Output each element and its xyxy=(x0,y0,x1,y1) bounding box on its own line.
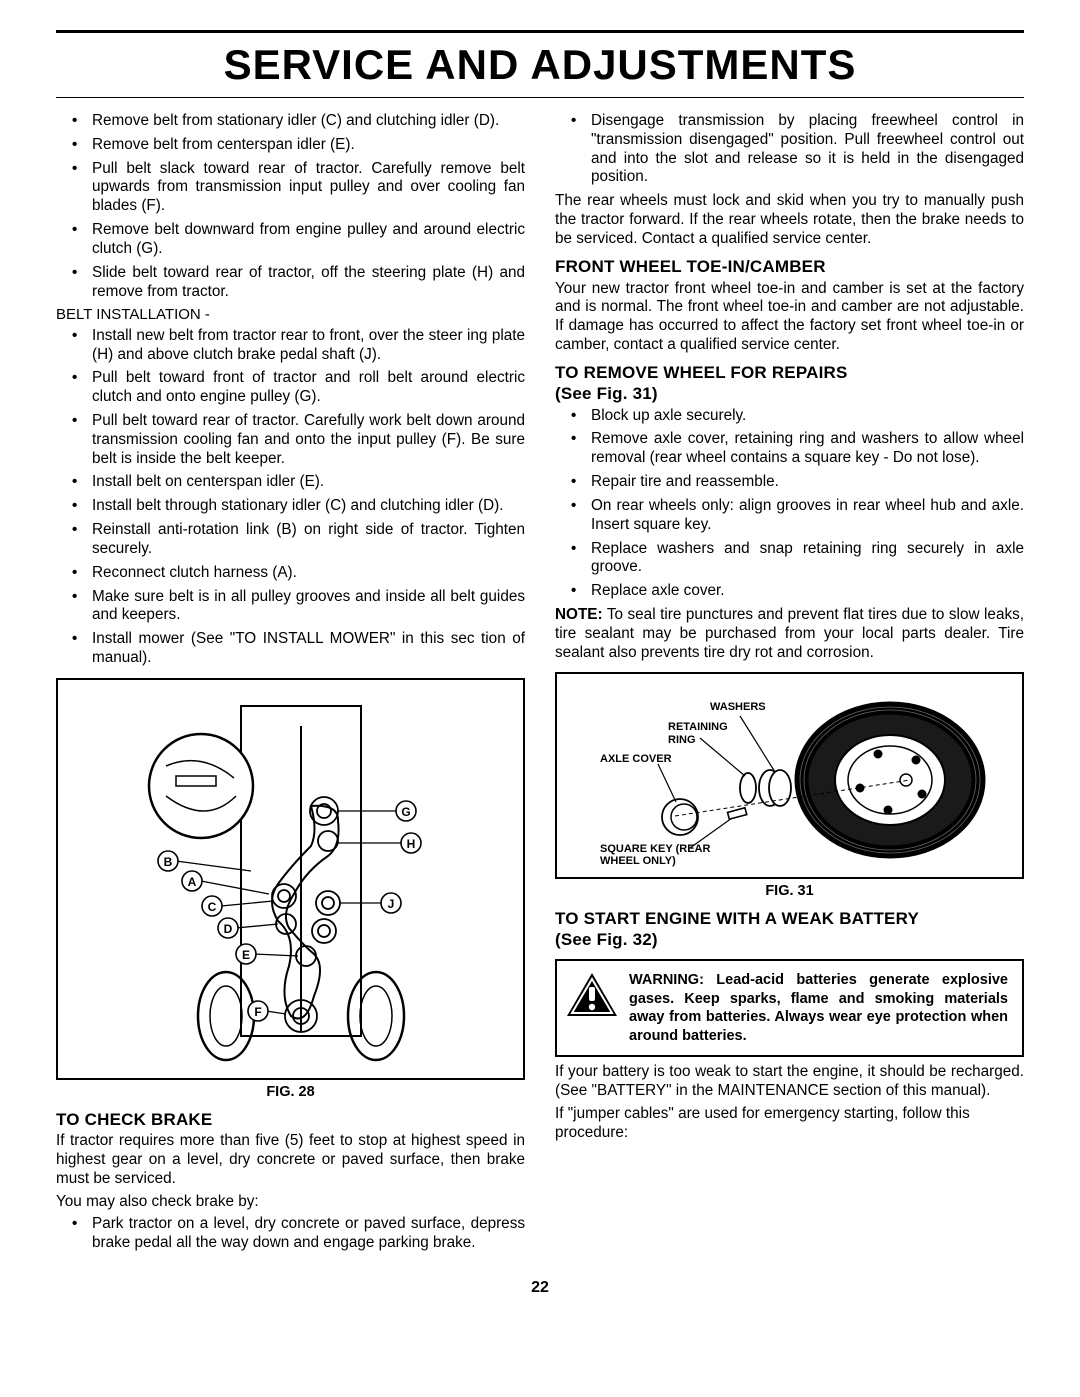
list-item: Park tractor on a level, dry concrete or… xyxy=(56,1215,525,1253)
warning-text: WARNING: Lead-acid batteries generate ex… xyxy=(627,961,1022,1055)
list-item: Block up axle securely. xyxy=(555,407,1024,426)
fig28-label-h: H xyxy=(406,837,415,851)
fig31-label-retaining: RETAINING xyxy=(668,721,728,733)
left-column: Remove belt from stationary idler (C) an… xyxy=(56,112,525,1257)
remove-wheel-list: Block up axle securely. Remove axle cove… xyxy=(555,407,1024,601)
figure-31-box: WASHERS RETAINING RING AXLE COVER SQUARE… xyxy=(555,672,1024,879)
list-item: Replace washers and snap retaining ring … xyxy=(555,540,1024,578)
fig28-label-j: J xyxy=(387,897,394,911)
battery-p2: If "jumper cables" are used for emergenc… xyxy=(555,1105,1024,1143)
list-item: Reinstall anti-rotation link (B) on righ… xyxy=(56,521,525,559)
fig28-label-b: B xyxy=(163,855,172,869)
rule-top xyxy=(56,30,1024,33)
weak-battery-heading-2: (See Fig. 32) xyxy=(555,930,1024,951)
list-item: Remove belt from centerspan idler (E). xyxy=(56,136,525,155)
list-item: Install belt on centerspan idler (E). xyxy=(56,473,525,492)
fig28-label-g: G xyxy=(401,805,410,819)
list-item: Make sure belt is in all pulley grooves … xyxy=(56,588,525,626)
fig31-label-square-key-2: WHEEL ONLY) xyxy=(600,855,676,867)
note-paragraph: NOTE: To seal tire punctures and prevent… xyxy=(555,606,1024,662)
page-title: SERVICE AND ADJUSTMENTS xyxy=(56,41,1024,89)
note-text: To seal tire punctures and prevent flat … xyxy=(555,606,1024,661)
list-item: Disengage transmission by placing freewh… xyxy=(555,112,1024,187)
check-brake-p2: You may also check brake by: xyxy=(56,1193,525,1212)
rule-under-title xyxy=(56,97,1024,98)
list-item: Replace axle cover. xyxy=(555,582,1024,601)
weak-battery-heading-1: TO START ENGINE WITH A WEAK BATTERY xyxy=(555,909,1024,930)
figure-28-svg: G H B A C J D E F xyxy=(106,696,476,1066)
list-item: Remove belt from stationary idler (C) an… xyxy=(56,112,525,131)
belt-removal-list: Remove belt from stationary idler (C) an… xyxy=(56,112,525,301)
fig31-label-washers: WASHERS xyxy=(710,701,766,713)
warning-label: WARNING xyxy=(629,972,699,988)
list-item: Install mower (See "TO INSTALL MOWER" in… xyxy=(56,630,525,668)
list-item: Install belt through stationary idler (C… xyxy=(56,497,525,516)
fig28-label-f: F xyxy=(254,1005,261,1019)
fig28-label-e: E xyxy=(241,948,249,962)
check-brake-heading: TO CHECK BRAKE xyxy=(56,1110,525,1131)
fig28-label-a: A xyxy=(187,875,196,889)
check-brake-p1: If tractor requires more than five (5) f… xyxy=(56,1132,525,1188)
fig28-label-c: C xyxy=(207,900,216,914)
toe-in-heading: FRONT WHEEL TOE-IN/CAMBER xyxy=(555,257,1024,278)
figure-28-box: G H B A C J D E F xyxy=(56,678,525,1080)
figure-31-caption: FIG. 31 xyxy=(555,883,1024,901)
list-item: Remove belt downward from engine pulley … xyxy=(56,221,525,259)
list-item: Pull belt toward rear of tractor. Carefu… xyxy=(56,412,525,468)
fig31-label-square-key-1: SQUARE KEY (REAR xyxy=(600,843,710,855)
content-columns: Remove belt from stationary idler (C) an… xyxy=(56,112,1024,1257)
disengage-list: Disengage transmission by placing freewh… xyxy=(555,112,1024,187)
right-column: Disengage transmission by placing freewh… xyxy=(555,112,1024,1257)
warning-box: WARNING: Lead-acid batteries generate ex… xyxy=(555,959,1024,1057)
list-item: Install new belt from tractor rear to fr… xyxy=(56,327,525,365)
rear-wheels-paragraph: The rear wheels must lock and skid when … xyxy=(555,192,1024,248)
toe-in-paragraph: Your new tractor front wheel toe-in and … xyxy=(555,280,1024,355)
list-item: Remove axle cover, retaining ring and wa… xyxy=(555,430,1024,468)
fig31-label-axle-cover: AXLE COVER xyxy=(600,753,672,765)
remove-wheel-heading-2: (See Fig. 31) xyxy=(555,384,1024,405)
warning-icon xyxy=(557,961,627,1029)
fig31-label-ring: RING xyxy=(668,734,696,746)
check-brake-list: Park tractor on a level, dry concrete or… xyxy=(56,1215,525,1253)
fig28-label-d: D xyxy=(223,922,232,936)
list-item: Slide belt toward rear of tractor, off t… xyxy=(56,264,525,302)
list-item: Pull belt toward front of tractor and ro… xyxy=(56,369,525,407)
figure-31-svg: WASHERS RETAINING RING AXLE COVER SQUARE… xyxy=(580,692,1000,867)
belt-install-list: Install new belt from tractor rear to fr… xyxy=(56,327,525,668)
list-item: Repair tire and reassemble. xyxy=(555,473,1024,492)
list-item: On rear wheels only: align grooves in re… xyxy=(555,497,1024,535)
page-number: 22 xyxy=(56,1279,1024,1297)
remove-wheel-heading-1: TO REMOVE WHEEL FOR REPAIRS xyxy=(555,363,1024,384)
battery-p1: If your battery is too weak to start the… xyxy=(555,1063,1024,1101)
list-item: Reconnect clutch harness (A). xyxy=(56,564,525,583)
belt-install-heading: BELT INSTALLATION - xyxy=(56,306,525,324)
note-label: NOTE: xyxy=(555,606,603,623)
figure-28-caption: FIG. 28 xyxy=(56,1084,525,1102)
list-item: Pull belt slack toward rear of tractor. … xyxy=(56,160,525,216)
